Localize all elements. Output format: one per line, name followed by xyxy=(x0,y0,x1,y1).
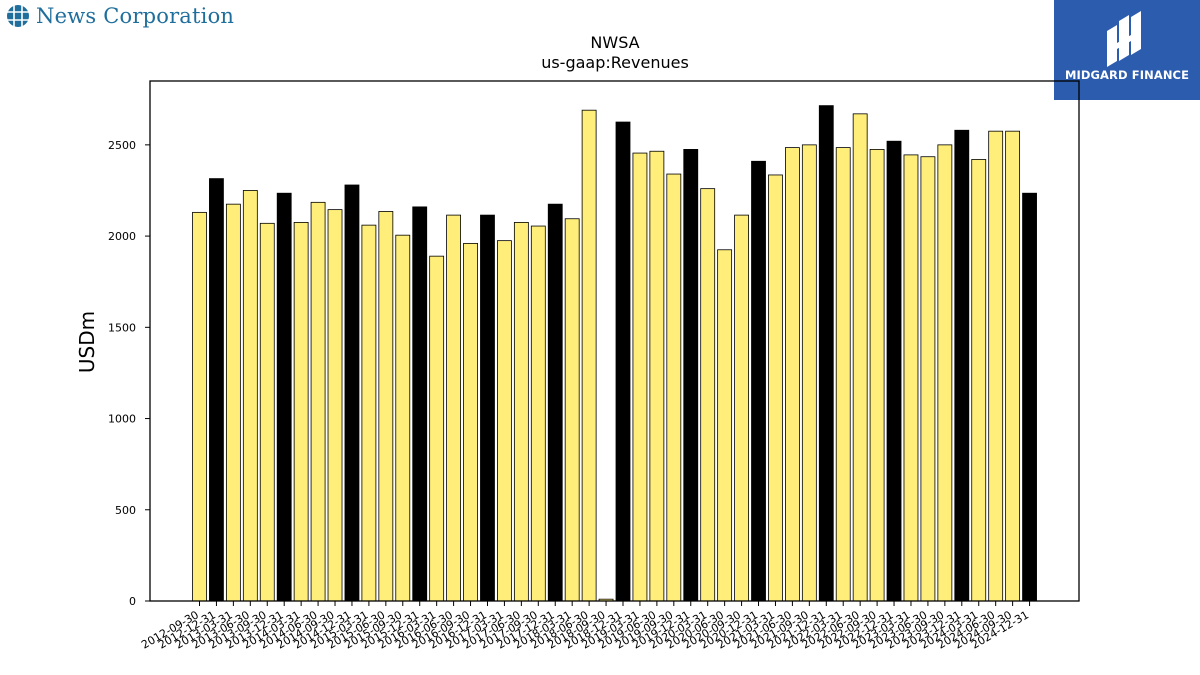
plot-area-frame xyxy=(149,80,1080,602)
bar-2021-09-30 xyxy=(801,144,817,602)
bar-2013-06-30 xyxy=(242,190,258,602)
bar-2023-06-30 xyxy=(920,156,936,602)
bar-2013-12-31 xyxy=(276,192,292,602)
bar-2021-12-31 xyxy=(818,105,834,602)
bar-2015-12-31 xyxy=(412,206,428,602)
y-axis: 0 500 1000 1500 2000 2500 xyxy=(108,139,150,608)
bar-2018-03-31 xyxy=(564,218,580,602)
y-tick-label: 1500 xyxy=(108,321,136,334)
bar-2016-12-31 xyxy=(480,214,495,602)
y-tick-label: 1000 xyxy=(108,413,136,426)
y-tick-label: 2500 xyxy=(108,139,136,152)
bar-2014-03-31 xyxy=(293,221,309,602)
bar-2020-12-31 xyxy=(751,160,766,602)
bar-2014-06-30 xyxy=(310,201,326,602)
bar-2017-09-30 xyxy=(530,225,546,602)
company-logo: News Corporation xyxy=(6,4,234,28)
bar-2023-12-31 xyxy=(954,129,970,602)
bar-2019-06-30 xyxy=(649,150,665,602)
bar-2016-09-30 xyxy=(463,242,478,602)
bar-2016-06-30 xyxy=(446,214,462,602)
bar-2024-06-30 xyxy=(988,130,1004,602)
bar-2015-06-30 xyxy=(378,211,394,602)
bar-2012-09-30 xyxy=(192,211,207,602)
bar-2018-06-30 xyxy=(581,109,597,602)
bar-2019-12-31 xyxy=(683,149,699,602)
bar-2019-03-31 xyxy=(632,152,648,602)
bar-2016-03-31 xyxy=(429,255,445,602)
y-axis-label: USDm xyxy=(75,311,99,373)
y-tick-label: 500 xyxy=(115,504,136,517)
bar-2015-03-31 xyxy=(361,224,377,602)
globe-grid-icon xyxy=(7,5,29,27)
bar-2017-03-31 xyxy=(497,240,512,602)
bar-2018-12-31 xyxy=(615,121,631,602)
bar-2020-09-30 xyxy=(734,214,749,602)
bar-2017-06-30 xyxy=(513,221,529,602)
chart-title: NWSA xyxy=(590,33,639,52)
bar-2023-09-30 xyxy=(937,144,953,602)
bar-2021-06-30 xyxy=(785,147,800,602)
m-monogram-icon xyxy=(1107,11,1141,67)
bar-2021-03-31 xyxy=(768,174,783,602)
y-tick-label: 0 xyxy=(129,595,136,608)
bar-2022-12-31 xyxy=(886,140,902,602)
bar-2024-12-31 xyxy=(1022,192,1037,602)
bar-2014-12-31 xyxy=(344,184,360,602)
bar-2020-03-31 xyxy=(700,188,716,602)
bar-2020-06-30 xyxy=(717,249,733,602)
bar-2022-03-31 xyxy=(835,147,851,602)
bar-2015-09-30 xyxy=(395,234,411,602)
partner-logo: MIDGARD FINANCE xyxy=(1054,0,1200,100)
bar-2014-09-30 xyxy=(327,209,343,602)
bar-2024-03-31 xyxy=(971,159,987,602)
bar-2023-03-31 xyxy=(903,154,919,602)
bars-group xyxy=(192,105,1037,602)
y-tick-label: 2000 xyxy=(108,230,136,243)
bar-2013-09-30 xyxy=(259,222,275,602)
bar-2019-09-30 xyxy=(666,173,682,602)
bar-2012-12-31 xyxy=(209,178,224,602)
bar-2024-09-30 xyxy=(1005,130,1021,602)
chart-subtitle: us-gaap:Revenues xyxy=(541,53,689,72)
bar-2017-12-31 xyxy=(547,203,563,602)
bar-2022-06-30 xyxy=(852,113,868,602)
x-axis: 2012-09-302012-12-312013-03-312013-06-30… xyxy=(139,601,1031,652)
partner-name: MIDGARD FINANCE xyxy=(1064,68,1190,82)
bar-2013-03-31 xyxy=(225,203,241,602)
bar-2022-09-30 xyxy=(869,149,885,602)
company-name: News Corporation xyxy=(36,4,235,28)
